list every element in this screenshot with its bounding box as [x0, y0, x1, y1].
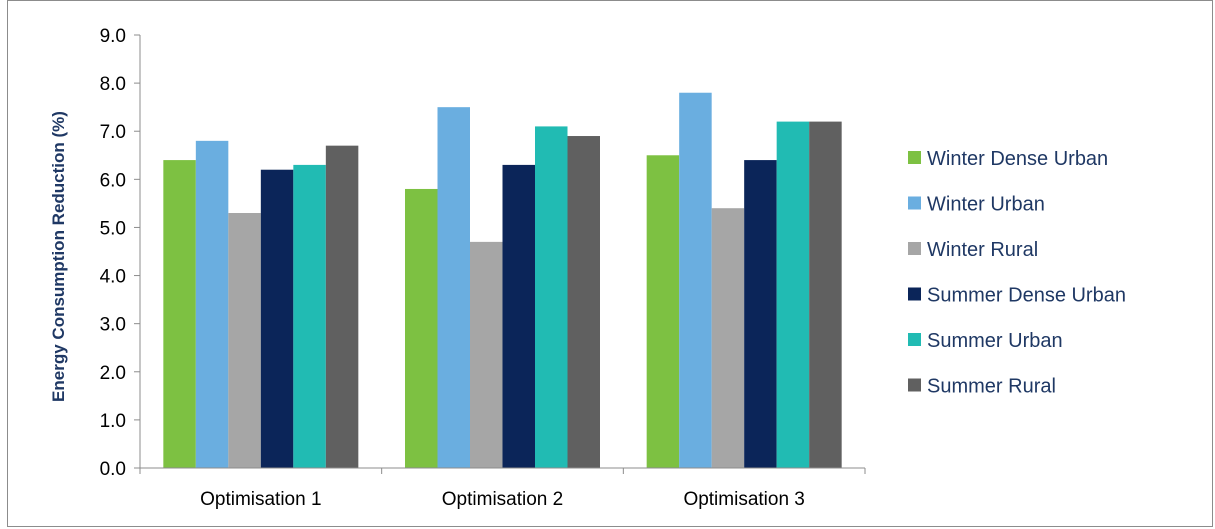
legend-swatch — [908, 196, 921, 210]
legend-swatch — [908, 333, 921, 346]
bar-winter-dense-urban-2 — [405, 188, 438, 468]
bar-summer-dense-urban-3 — [744, 160, 777, 468]
x-tick-label: Optimisation 2 — [442, 489, 563, 510]
legend-label: Winter Rural — [927, 239, 1038, 261]
bar-summer-dense-urban-2 — [502, 164, 535, 468]
legend-swatch — [908, 378, 921, 392]
legend-swatch — [908, 242, 921, 255]
y-tick-label: 3.0 — [100, 315, 126, 336]
x-tick-label: Optimisation 3 — [683, 489, 804, 510]
bar-winter-dense-urban-1 — [163, 160, 196, 468]
y-tick-label: 4.0 — [100, 267, 126, 288]
bar-winter-rural-3 — [711, 208, 745, 468]
y-tick-label: 9.0 — [100, 26, 126, 47]
y-tick-label: 1.0 — [100, 411, 126, 432]
legend-label: Winter Dense Urban — [927, 148, 1108, 170]
bar-winter-urban-1 — [195, 140, 229, 468]
legend-label: Summer Rural — [927, 376, 1056, 398]
plot-area — [163, 92, 842, 469]
legend: Winter Dense Urban Winter Urban Winter Rur… — [908, 148, 1126, 398]
bar-summer-rural-3 — [809, 121, 842, 468]
bar-winter-rural-2 — [470, 241, 503, 468]
bar-winter-dense-urban-3 — [646, 155, 680, 468]
axes: 0.0 1.0 2.0 3.0 4.0 5.0 6.0 7.0 8.0 9.0 Optimisati… — [49, 26, 866, 510]
bar-summer-urban-2 — [535, 126, 568, 468]
legend-swatch — [908, 151, 921, 164]
bar-winter-urban-2 — [437, 107, 470, 469]
y-axis-label: Energy Consumption Reduction (%) — [49, 111, 68, 402]
bar-winter-urban-3 — [679, 92, 712, 468]
legend-label: Winter Urban — [927, 194, 1045, 216]
legend-label: Summer Dense Urban — [927, 285, 1126, 307]
bar-summer-rural-2 — [567, 136, 600, 468]
bar-summer-urban-1 — [293, 164, 326, 468]
y-tick-label: 0.0 — [100, 459, 126, 480]
y-tick-label: 5.0 — [100, 218, 126, 239]
legend-label: Summer Urban — [927, 330, 1063, 352]
x-tick-label: Optimisation 1 — [200, 489, 321, 510]
y-tick-label: 8.0 — [100, 74, 126, 95]
bar-winter-rural-1 — [228, 213, 261, 468]
bar-summer-rural-1 — [325, 145, 359, 468]
y-tick-label: 7.0 — [100, 122, 126, 143]
y-tick-label: 6.0 — [100, 170, 126, 191]
legend-swatch — [908, 287, 921, 301]
y-tick-label: 2.0 — [100, 363, 126, 384]
bar-summer-urban-3 — [776, 121, 810, 468]
bar-summer-dense-urban-1 — [260, 169, 294, 468]
